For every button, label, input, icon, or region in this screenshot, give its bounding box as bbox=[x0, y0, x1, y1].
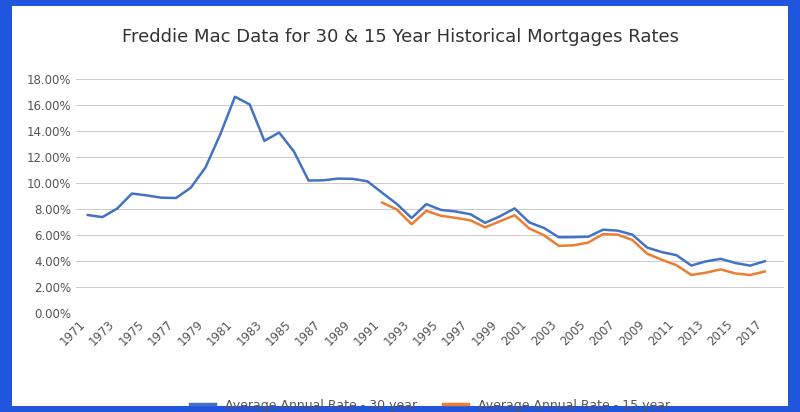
Average Annual Rate - 15 year bbox=[510, 213, 519, 218]
Average Annual Rate - 30 year bbox=[701, 259, 710, 264]
Average Annual Rate - 15 year bbox=[642, 251, 652, 256]
Average Annual Rate - 30 year bbox=[127, 191, 137, 196]
Average Annual Rate - 15 year bbox=[466, 218, 475, 223]
Average Annual Rate - 30 year bbox=[348, 176, 358, 181]
Average Annual Rate - 30 year bbox=[334, 176, 343, 181]
Average Annual Rate - 30 year bbox=[113, 206, 122, 211]
Average Annual Rate - 15 year bbox=[701, 270, 710, 275]
Average Annual Rate - 30 year bbox=[142, 193, 151, 198]
Average Annual Rate - 15 year bbox=[569, 243, 578, 248]
Average Annual Rate - 30 year bbox=[245, 102, 254, 107]
Average Annual Rate - 30 year bbox=[657, 250, 666, 255]
Average Annual Rate - 30 year bbox=[569, 235, 578, 240]
Average Annual Rate - 15 year bbox=[672, 263, 682, 268]
Average Annual Rate - 15 year bbox=[422, 208, 431, 213]
Average Annual Rate - 30 year bbox=[686, 263, 696, 268]
Average Annual Rate - 30 year bbox=[672, 253, 682, 258]
Average Annual Rate - 15 year bbox=[730, 271, 740, 276]
Line: Average Annual Rate - 30 year: Average Annual Rate - 30 year bbox=[88, 97, 765, 266]
Average Annual Rate - 15 year bbox=[613, 232, 622, 237]
Average Annual Rate - 30 year bbox=[392, 201, 402, 206]
Average Annual Rate - 30 year bbox=[613, 228, 622, 233]
Average Annual Rate - 30 year bbox=[230, 94, 240, 99]
Legend: Average Annual Rate - 30 year, Average Annual Rate - 15 year: Average Annual Rate - 30 year, Average A… bbox=[186, 393, 674, 412]
Average Annual Rate - 30 year bbox=[510, 206, 519, 211]
Average Annual Rate - 15 year bbox=[746, 272, 755, 277]
Average Annual Rate - 30 year bbox=[378, 190, 387, 195]
Average Annual Rate - 15 year bbox=[539, 233, 549, 238]
Average Annual Rate - 30 year bbox=[201, 165, 210, 170]
Average Annual Rate - 15 year bbox=[657, 258, 666, 262]
Average Annual Rate - 30 year bbox=[525, 220, 534, 225]
Average Annual Rate - 30 year bbox=[171, 196, 181, 201]
Average Annual Rate - 30 year bbox=[466, 212, 475, 217]
Average Annual Rate - 30 year bbox=[642, 245, 652, 250]
Average Annual Rate - 30 year bbox=[422, 201, 431, 206]
Average Annual Rate - 30 year bbox=[583, 234, 593, 239]
Average Annual Rate - 15 year bbox=[378, 200, 387, 205]
Average Annual Rate - 15 year bbox=[495, 219, 505, 224]
Average Annual Rate - 30 year bbox=[480, 220, 490, 225]
Average Annual Rate - 15 year bbox=[392, 207, 402, 212]
Average Annual Rate - 30 year bbox=[760, 259, 770, 264]
Average Annual Rate - 30 year bbox=[318, 178, 328, 183]
Average Annual Rate - 30 year bbox=[554, 235, 563, 240]
Average Annual Rate - 15 year bbox=[760, 269, 770, 274]
Average Annual Rate - 15 year bbox=[627, 238, 637, 243]
Average Annual Rate - 30 year bbox=[436, 208, 446, 213]
Average Annual Rate - 15 year bbox=[716, 267, 726, 272]
Average Annual Rate - 15 year bbox=[436, 213, 446, 218]
Average Annual Rate - 30 year bbox=[215, 132, 225, 137]
Average Annual Rate - 30 year bbox=[495, 214, 505, 219]
Average Annual Rate - 15 year bbox=[554, 243, 563, 248]
Line: Average Annual Rate - 15 year: Average Annual Rate - 15 year bbox=[382, 203, 765, 275]
Average Annual Rate - 30 year bbox=[362, 179, 372, 184]
Average Annual Rate - 30 year bbox=[274, 130, 284, 135]
Average Annual Rate - 30 year bbox=[186, 185, 196, 190]
Average Annual Rate - 30 year bbox=[598, 227, 608, 232]
Average Annual Rate - 30 year bbox=[98, 215, 107, 220]
Average Annual Rate - 30 year bbox=[407, 215, 417, 220]
Average Annual Rate - 30 year bbox=[539, 225, 549, 230]
Average Annual Rate - 15 year bbox=[598, 232, 608, 236]
Average Annual Rate - 30 year bbox=[289, 149, 298, 154]
Average Annual Rate - 15 year bbox=[525, 226, 534, 231]
Average Annual Rate - 30 year bbox=[83, 213, 93, 218]
Average Annual Rate - 15 year bbox=[480, 225, 490, 230]
Average Annual Rate - 15 year bbox=[451, 215, 461, 220]
Average Annual Rate - 15 year bbox=[686, 272, 696, 277]
Average Annual Rate - 30 year bbox=[746, 263, 755, 268]
Average Annual Rate - 15 year bbox=[407, 222, 417, 227]
Average Annual Rate - 30 year bbox=[157, 195, 166, 200]
Average Annual Rate - 30 year bbox=[451, 209, 461, 214]
Average Annual Rate - 30 year bbox=[304, 178, 314, 183]
Average Annual Rate - 30 year bbox=[260, 138, 270, 143]
Average Annual Rate - 30 year bbox=[627, 232, 637, 237]
Average Annual Rate - 30 year bbox=[716, 256, 726, 261]
Average Annual Rate - 15 year bbox=[583, 240, 593, 245]
Average Annual Rate - 30 year bbox=[730, 260, 740, 265]
Text: Freddie Mac Data for 30 & 15 Year Historical Mortgages Rates: Freddie Mac Data for 30 & 15 Year Histor… bbox=[122, 28, 678, 46]
